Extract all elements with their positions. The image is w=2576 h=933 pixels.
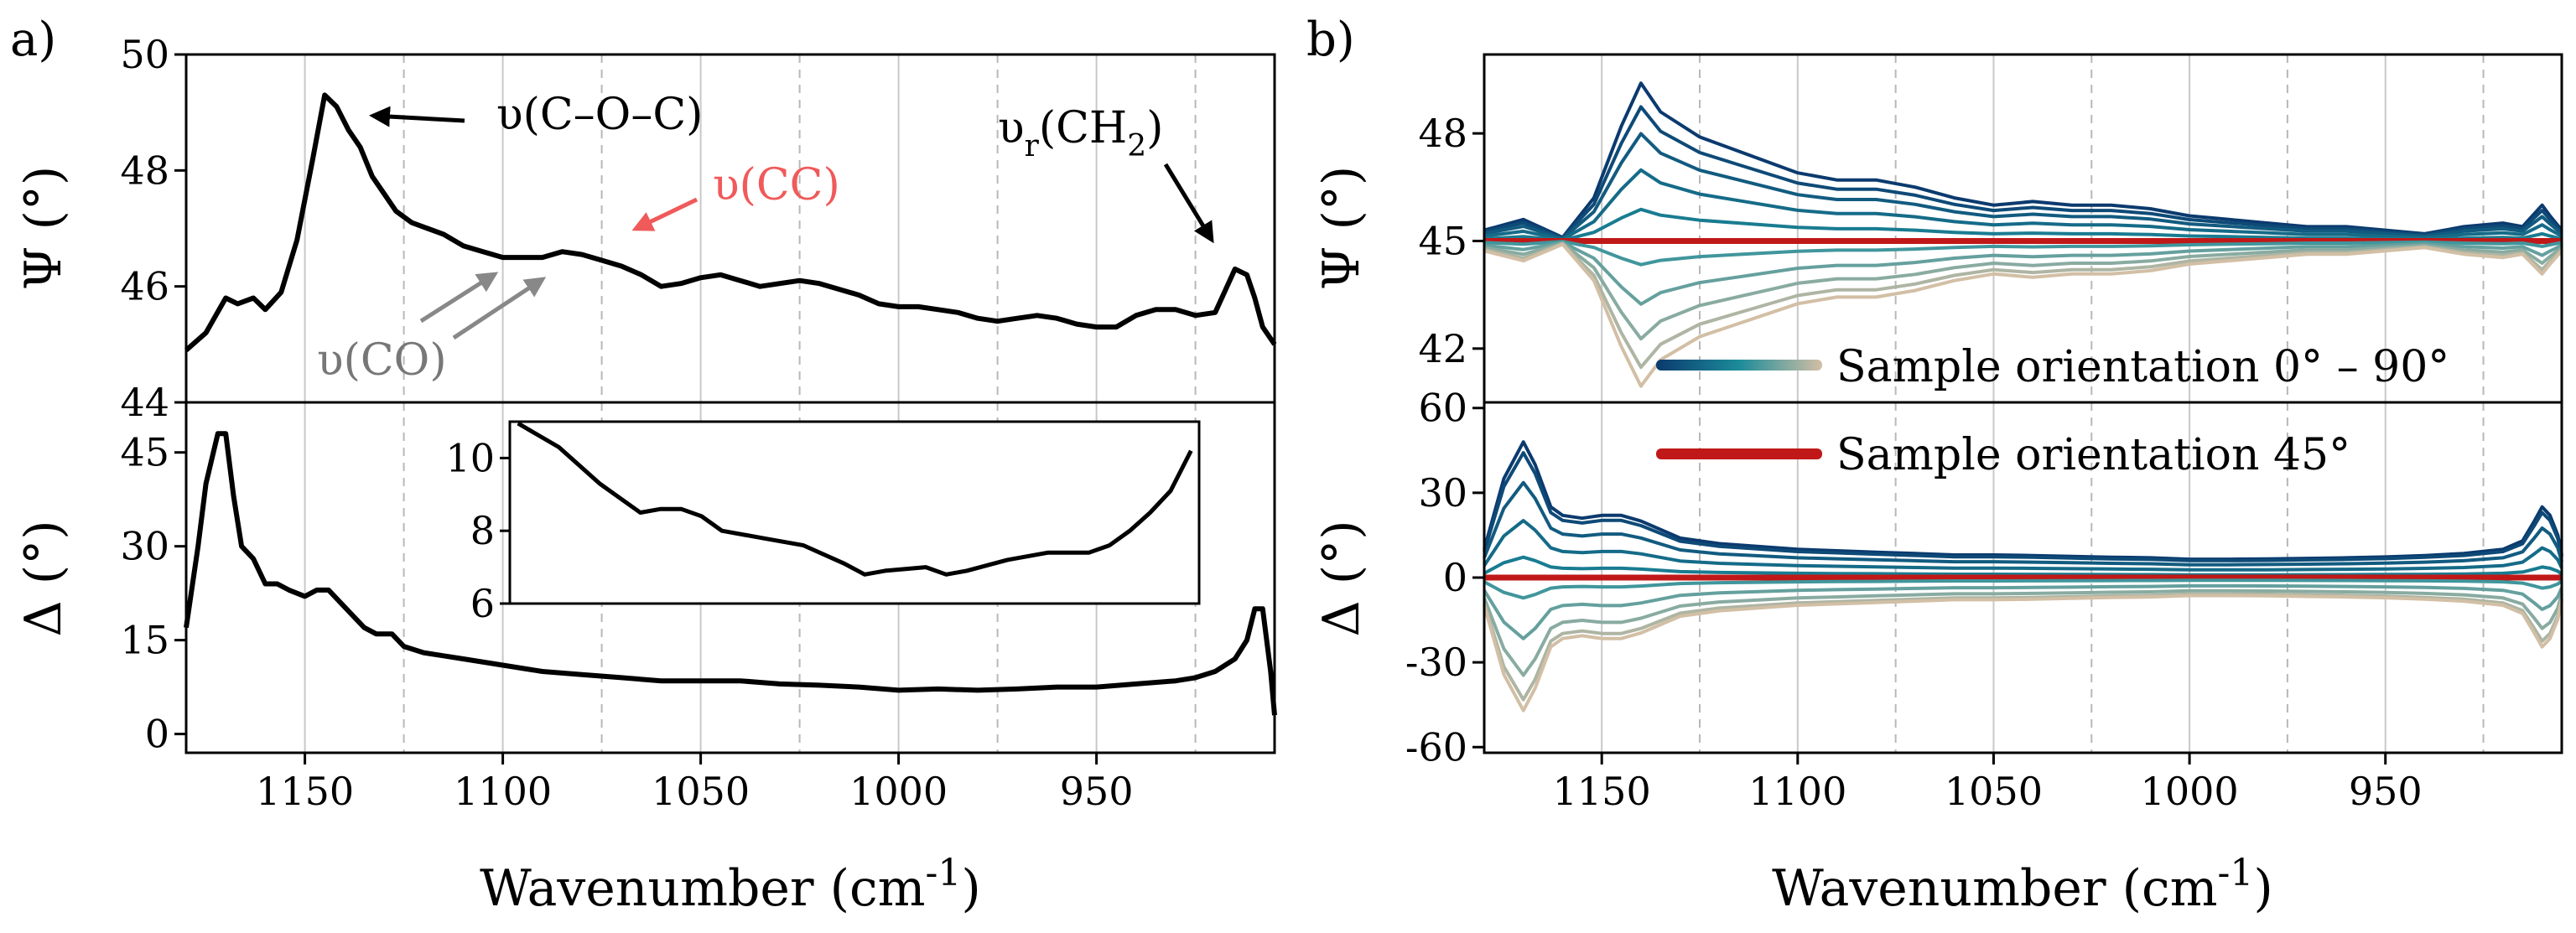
series-line-b-top-50° [1483, 240, 2563, 267]
x-tick-label: 1000 [2141, 769, 2239, 814]
legend-gradient-label: Sample orientation 0° – 90° [1836, 342, 2449, 392]
y-tick-label: 0 [1443, 555, 1467, 600]
y-tick-label: 46 [120, 264, 169, 309]
b-xlabel-sup: -1 [2218, 852, 2254, 894]
tick-layer: 1150 1100 1050 1000 950 1150 1100 1050 1000 95044… [120, 32, 2422, 814]
panel-b-label: b) [1306, 13, 1355, 67]
legend-red-swatch [1656, 448, 1822, 459]
arrow-coc [369, 106, 465, 127]
series-line-b-top-20° [1483, 132, 2563, 241]
series-line-b-bottom-60° [1483, 583, 2563, 640]
x-tick-label: 1150 [1553, 769, 1651, 814]
inset-y-tick-label: 6 [470, 581, 495, 626]
arrow-cc [631, 197, 699, 231]
annotation-cc: υ(CC) [713, 160, 840, 210]
arrow-ch2 [1163, 163, 1214, 244]
y-tick-label: 0 [145, 712, 169, 757]
plot-a-bottom-frame [184, 401, 1276, 754]
y-tick-label: 15 [120, 618, 169, 663]
ch2-end: ) [1146, 103, 1163, 153]
annotation-ch2: υr(CH2) [998, 103, 1163, 163]
arrow-co-1 [419, 272, 499, 324]
y-tick-label: 48 [120, 148, 169, 193]
y-tick-label: 30 [120, 524, 169, 569]
inset-y-tick-label: 10 [445, 435, 495, 480]
y-tick-label: 45 [120, 430, 169, 475]
b-xlabel-main: Wavenumber (cm [1772, 859, 2217, 918]
y-tick-label: 42 [1418, 326, 1467, 371]
a-xlabel-sup: -1 [926, 852, 962, 894]
series-line-b-bottom-10° [1483, 451, 2563, 562]
inset-series-line [517, 421, 1193, 577]
series-line-b-bottom-70° [1483, 588, 2563, 677]
series-line-b-bottom-40° [1483, 555, 2563, 577]
series-line-a-top [184, 92, 1277, 353]
b-top-ylabel: Ψ (°) [1312, 166, 1371, 291]
b-bottom-ylabel: Δ (°) [1312, 520, 1371, 636]
series-line-b-bottom-90° [1483, 593, 2563, 713]
b-xlabel: Wavenumber (cm-1) [1772, 852, 2273, 918]
ch2-sub: r [1025, 129, 1040, 163]
inset-y-tick-label: 8 [470, 508, 495, 553]
x-tick-label: 1100 [454, 769, 552, 814]
x-tick-label: 1150 [256, 769, 354, 814]
series-line-b-top-70° [1483, 241, 2563, 341]
x-tick-label: 1050 [652, 769, 750, 814]
annotation-coc: υ(C–O–C) [496, 90, 703, 140]
series-line-a-bottom [184, 431, 1277, 716]
inset-frame [508, 420, 1201, 605]
series-line-b-bottom-80° [1483, 592, 2563, 702]
series-line-b-top-0° [1483, 81, 2563, 240]
a-xlabel-end: ) [961, 859, 980, 918]
x-tick-label: 950 [1060, 769, 1134, 814]
series-line-b-bottom-30° [1483, 519, 2563, 572]
ch2-paren: (CH [1039, 103, 1127, 153]
ch2-sub2: 2 [1127, 129, 1146, 163]
y-tick-label: 50 [120, 32, 169, 77]
series-line-b-top-60° [1483, 241, 2563, 306]
arrow-co-2 [452, 277, 547, 340]
a-bottom-ylabel: Δ (°) [14, 520, 73, 636]
series-line-b-bottom-20° [1483, 480, 2563, 567]
y-tick-label: 30 [1418, 470, 1467, 516]
inset-layer: 6 8 10 [445, 421, 1193, 626]
y-tick-label: -30 [1405, 640, 1467, 685]
panel-a-label: a) [10, 13, 56, 67]
a-top-ylabel: Ψ (°) [14, 166, 73, 291]
series-line-b-top-90° [1483, 242, 2563, 388]
y-tick-label: -60 [1405, 724, 1467, 770]
a-xlabel-main: Wavenumber (cm [480, 859, 925, 918]
series-line-b-top-30° [1483, 168, 2563, 241]
legend-red-label: Sample orientation 45° [1836, 430, 2350, 480]
b-xlabel-end: ) [2253, 859, 2272, 918]
a-xlabel: Wavenumber (cm-1) [480, 852, 981, 918]
y-tick-label: 60 [1418, 386, 1467, 431]
annotation-co: υ(CO) [317, 335, 447, 386]
series-line-b-top-10° [1483, 105, 2563, 240]
y-tick-label: 48 [1418, 111, 1467, 156]
y-tick-label: 44 [120, 380, 169, 425]
series-line-b-bottom-50° [1483, 578, 2563, 600]
series-layer [184, 81, 2563, 716]
x-tick-label: 950 [2349, 769, 2423, 814]
legend-gradient-swatch [1656, 360, 1822, 371]
y-tick-label: 45 [1418, 218, 1467, 263]
x-tick-label: 1050 [1945, 769, 2043, 814]
ch2-main: υ [998, 103, 1025, 153]
series-line-b-bottom-0° [1483, 440, 2563, 562]
x-tick-label: 1100 [1748, 769, 1846, 814]
x-tick-label: 1000 [849, 769, 948, 814]
